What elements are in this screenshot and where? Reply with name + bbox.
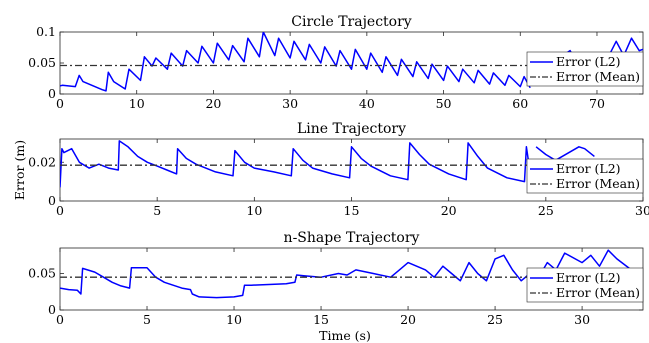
legend-label-mean: Error (Mean) xyxy=(556,285,640,300)
x-tick-label: 0 xyxy=(56,203,64,218)
y-tick-label: 0.05 xyxy=(28,55,56,70)
x-tick-label: 10 xyxy=(226,312,242,327)
l2-error-line xyxy=(535,146,595,162)
x-tick-label: 70 xyxy=(589,96,605,111)
x-tick-label: 30 xyxy=(282,96,298,111)
legend-box xyxy=(526,51,644,87)
chart-panel-2: Line Trajectory 0 5 10 15 20 25 30 0 0.02 Error (L… xyxy=(28,121,649,218)
l2-error-line xyxy=(60,32,531,92)
chart-panel-3: n-Shape Trajectory 0 5 10 15 20 25 30 0 0.05 Error… xyxy=(28,230,644,327)
legend-label-l2: Error (L2) xyxy=(556,54,621,69)
x-tick-label: 30 xyxy=(635,203,649,218)
x-tick-label: 15 xyxy=(313,312,329,327)
x-tick-label: 60 xyxy=(512,96,528,111)
chart-title: Line Trajectory xyxy=(297,121,406,137)
y-tick-label: 0.05 xyxy=(28,266,56,281)
chart-title: Circle Trajectory xyxy=(291,14,412,30)
x-tick-label: 50 xyxy=(436,96,452,111)
l2-error-line xyxy=(60,140,532,188)
legend: Error (L2)Error (Mean) xyxy=(526,267,644,303)
x-tick-label: 5 xyxy=(153,203,161,218)
legend-label-mean: Error (Mean) xyxy=(556,176,640,191)
y-axis-label: Error (m) xyxy=(12,140,27,200)
x-tick-label: 25 xyxy=(487,312,503,327)
legend: Error (L2)Error (Mean) xyxy=(526,158,644,194)
y-tick-label: 0 xyxy=(48,302,56,317)
x-tick-label: 20 xyxy=(205,96,221,111)
x-tick-label: 25 xyxy=(538,203,554,218)
x-tick-label: 20 xyxy=(441,203,457,218)
l2-error-line xyxy=(60,254,531,299)
legend-box xyxy=(526,158,644,194)
legend-label-mean: Error (Mean) xyxy=(556,69,640,84)
x-tick-label: 10 xyxy=(246,203,262,218)
y-tick-label: 0.1 xyxy=(36,24,56,39)
y-tick-label: 0.02 xyxy=(28,154,56,169)
x-tick-label: 40 xyxy=(359,96,375,111)
legend-box xyxy=(526,267,644,303)
x-tick-label: 0 xyxy=(56,96,64,111)
legend-label-l2: Error (L2) xyxy=(556,161,621,176)
x-tick-label: 15 xyxy=(344,203,360,218)
y-tick-label: 0 xyxy=(48,193,56,208)
x-tick-label: 30 xyxy=(574,312,590,327)
x-tick-label: 10 xyxy=(129,96,145,111)
chart-title: n-Shape Trajectory xyxy=(284,230,420,246)
legend-label-l2: Error (L2) xyxy=(556,270,621,285)
l2-error-line xyxy=(537,249,643,278)
x-axis-label: Time (s) xyxy=(319,328,371,343)
y-tick-label: 0 xyxy=(48,86,56,101)
x-tick-label: 20 xyxy=(400,312,416,327)
x-tick-label: 0 xyxy=(56,312,64,327)
x-tick-label: 5 xyxy=(143,312,151,327)
legend: Error (L2)Error (Mean) xyxy=(526,51,644,87)
chart-panel-1: Circle Trajectory 0 10 20 30 40 50 60 70 0 0.05 0.1… xyxy=(28,14,644,111)
